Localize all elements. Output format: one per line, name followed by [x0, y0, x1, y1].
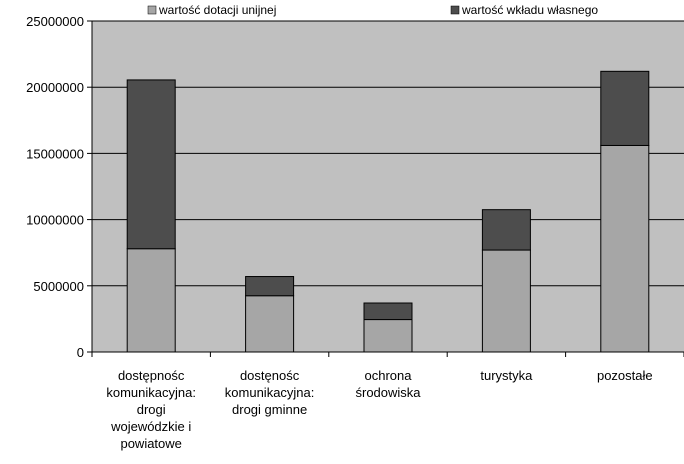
- category-label: pozostałe: [596, 368, 653, 383]
- plot-area: [92, 21, 684, 352]
- bar-segment-wklad: [363, 302, 413, 321]
- legend-label-dotacja: wartość dotacji unijnej: [158, 3, 276, 17]
- bar-segment-dotacja: [245, 295, 295, 353]
- legend-swatch-wklad: [450, 5, 460, 15]
- bars: [126, 70, 650, 353]
- y-tick-label: 5000000: [33, 279, 84, 294]
- bar-segment-dotacja: [481, 249, 531, 353]
- bar-segment-wklad: [126, 79, 176, 250]
- bar-segment-dotacja: [363, 319, 413, 353]
- category-label: dostępnośc komunikacyjna: drogi wojewódz…: [106, 368, 196, 451]
- category-label: turystyka: [480, 368, 533, 383]
- bar-segment-dotacja: [600, 144, 650, 353]
- bar-segment-wklad: [481, 209, 531, 251]
- legend-label-wklad: wartość wkładu własnego: [461, 3, 598, 17]
- y-tick-label: 10000000: [26, 213, 84, 228]
- gridlines: [92, 20, 684, 287]
- y-tick-label: 25000000: [26, 14, 84, 29]
- y-tick-label: 0: [77, 345, 84, 360]
- category-label: ochrona środowiska: [355, 368, 421, 400]
- y-axis-ticks: 0 5000000 10000000 15000000 20000000 25000000: [26, 14, 92, 360]
- bar-segment-dotacja: [126, 248, 176, 353]
- category-label: dostęnośc komunikacyjna: drogi gminne: [224, 368, 315, 417]
- legend: wartość dotacji unijnej wartość wkładu w…: [147, 3, 598, 17]
- y-tick-label: 15000000: [26, 146, 84, 161]
- legend-swatch-dotacja: [147, 5, 157, 15]
- bar-segment-wklad: [600, 70, 650, 146]
- bar-segment-wklad: [245, 276, 295, 297]
- x-axis-ticks: [91, 352, 684, 357]
- y-tick-label: 20000000: [26, 80, 84, 95]
